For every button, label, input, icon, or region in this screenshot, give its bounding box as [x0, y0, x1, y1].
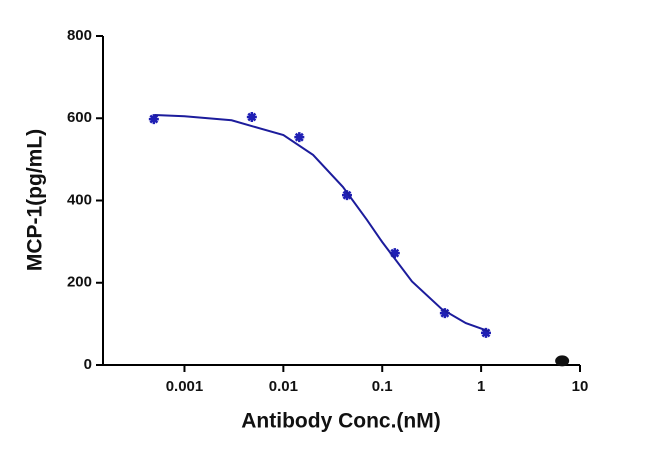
y-tick-label: 400 [67, 191, 92, 208]
x-tick-label: 0.001 [166, 378, 204, 395]
x-tick-label: 0.1 [372, 378, 393, 395]
x-tick-label: 0.01 [269, 378, 298, 395]
data-point [555, 355, 570, 367]
data-point [294, 132, 305, 143]
x-tick-label: 10 [572, 378, 589, 395]
data-point [389, 248, 400, 259]
data-point [148, 114, 159, 125]
x-axis-title: Antibody Conc.(nM) [241, 410, 440, 433]
y-tick-label: 200 [67, 274, 92, 291]
y-axis-title: MCP-1(pg/mL) [24, 129, 47, 271]
x-tick-label: 1 [477, 378, 485, 395]
y-tick-label: 0 [84, 356, 92, 373]
data-point [246, 112, 257, 123]
y-tick-label: 800 [67, 27, 92, 44]
data-point [341, 190, 352, 201]
data-point [480, 327, 491, 338]
y-tick-label: 600 [67, 109, 92, 126]
fit-curve [154, 114, 490, 333]
data-point [439, 308, 450, 319]
